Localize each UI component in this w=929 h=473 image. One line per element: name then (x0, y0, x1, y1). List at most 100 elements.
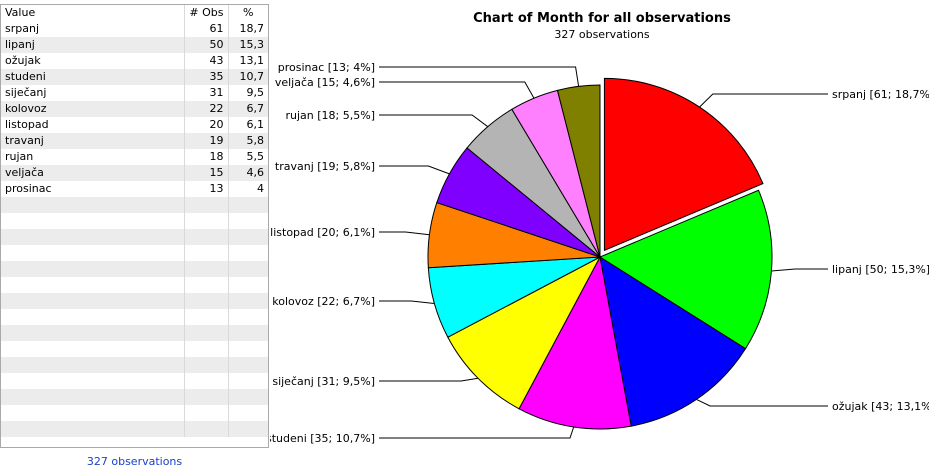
cell-empty (1, 389, 185, 405)
cell-empty (228, 229, 268, 245)
leader-line-studeni (379, 426, 575, 439)
cell-pct: 18,7 (239, 22, 265, 35)
pie-slices (427, 77, 773, 430)
pie-slice-studeni[interactable] (518, 255, 632, 430)
cell-empty (184, 325, 229, 341)
table-row[interactable]: ožujak 43 13,1 (1, 53, 268, 69)
cell-empty (228, 389, 268, 405)
cell-empty (1, 309, 185, 325)
cell-empty (184, 293, 229, 309)
table-row[interactable]: travanj 19 5,8 (1, 133, 268, 149)
cell-empty (184, 245, 229, 261)
table-row-empty (1, 293, 268, 309)
slice-label-srpanj: srpanj [61; 18,7%] (832, 88, 929, 101)
pie-slice-srpanj[interactable] (603, 77, 764, 252)
leader-line-lipanj (771, 268, 828, 272)
cell-value: rujan (1, 149, 185, 165)
cell-obs: 22 (184, 101, 229, 117)
frequency-table-panel[interactable]: Value # Obs % srpanj 61 18,7 lipanj 50 15,3 ož… (0, 4, 269, 448)
table-row-empty (1, 261, 268, 277)
table-row[interactable]: siječanj 31 9,5 (1, 85, 268, 101)
cell-empty (228, 325, 268, 341)
cell-value: listopad (1, 117, 185, 133)
slice-label-prosinac: prosinac [13; 4%] (278, 61, 375, 74)
cell-pct: 4 (257, 182, 264, 195)
cell-pct: 5,5 (246, 150, 265, 163)
table-row[interactable]: lipanj 50 15,3 (1, 37, 268, 53)
leader-line-ožujak (696, 398, 828, 407)
header-value[interactable]: Value (1, 5, 185, 21)
table-row-empty (1, 325, 268, 341)
cell-obs: 19 (184, 133, 229, 149)
table-row-empty (1, 341, 268, 357)
cell-pct: 5,8 (246, 134, 265, 147)
table-row-empty (1, 229, 268, 245)
leader-line-rujan (379, 114, 489, 128)
cell-empty (1, 357, 185, 373)
cell-pct: 13,1 (239, 54, 265, 67)
chart-title: Chart of Month for all observations (473, 11, 731, 26)
table-row[interactable]: kolovoz 22 6,7 (1, 101, 268, 117)
table-row[interactable]: studeni 35 10,7 (1, 69, 268, 85)
table-row[interactable]: srpanj 61 18,7 (1, 21, 268, 37)
leader-line-prosinac (379, 66, 580, 87)
table-row[interactable]: veljača 15 4,6 (1, 165, 268, 181)
cell-empty (228, 341, 268, 357)
cell-empty (1, 293, 185, 309)
cell-empty (228, 277, 268, 293)
cell-empty (1, 421, 185, 437)
cell-obs: 50 (184, 37, 229, 53)
table-row-empty (1, 277, 268, 293)
cell-empty (184, 261, 229, 277)
cell-value: siječanj (1, 85, 185, 101)
leader-line-kolovoz (379, 300, 435, 304)
cell-obs: 61 (184, 21, 229, 37)
table-header-row: Value # Obs % (1, 5, 268, 21)
slice-label-ožujak: ožujak [43; 13,1%] (832, 400, 929, 413)
cell-value: studeni (1, 69, 185, 85)
table-row-empty (1, 373, 268, 389)
leader-line-listopad (379, 231, 430, 236)
cell-empty (228, 373, 268, 389)
cell-value: kolovoz (1, 101, 185, 117)
cell-empty (1, 197, 185, 213)
cell-empty (228, 245, 268, 261)
cell-empty (1, 277, 185, 293)
cell-empty (184, 405, 229, 421)
cell-pct: 10,7 (239, 70, 265, 83)
pie-chart: Chart of Month for all observations 327 … (270, 11, 929, 445)
cell-obs: 15 (184, 165, 229, 181)
header-obs[interactable]: # Obs (184, 5, 229, 21)
slice-label-lipanj: lipanj [50; 15,3%] (832, 263, 929, 276)
slice-label-kolovoz: kolovoz [22; 6,7%] (272, 295, 375, 308)
table-row[interactable]: prosinac 13 4 (1, 181, 268, 197)
cell-value: lipanj (1, 37, 185, 53)
cell-empty (228, 405, 268, 421)
table-row-empty (1, 245, 268, 261)
cell-value: ožujak (1, 53, 185, 69)
pie-labels: srpanj [61; 18,7%] lipanj [50; 15,3%] ožuj… (270, 61, 929, 445)
cell-empty (228, 293, 268, 309)
cell-empty (184, 197, 229, 213)
cell-empty (184, 309, 229, 325)
slice-label-listopad: listopad [20; 6,1%] (270, 226, 375, 239)
table-row-empty (1, 197, 268, 213)
header-pct[interactable]: % (243, 6, 254, 19)
cell-pct: 6,7 (246, 102, 265, 115)
table-row[interactable]: listopad 20 6,1 (1, 117, 268, 133)
table-row-empty (1, 421, 268, 437)
chart-subtitle: 327 observations (554, 28, 650, 41)
frequency-table: Value # Obs % srpanj 61 18,7 lipanj 50 15,3 ož… (1, 5, 268, 437)
table-row-empty (1, 309, 268, 325)
pie-slice-ožujak[interactable] (599, 255, 747, 427)
cell-empty (184, 277, 229, 293)
cell-empty (1, 229, 185, 245)
cell-pct: 4,6 (246, 166, 265, 179)
pie-slice-prosinac[interactable] (556, 84, 601, 258)
cell-empty (1, 245, 185, 261)
table-row[interactable]: rujan 18 5,5 (1, 149, 268, 165)
cell-obs: 20 (184, 117, 229, 133)
cell-empty (184, 357, 229, 373)
cell-empty (1, 373, 185, 389)
leader-line-siječanj (379, 377, 479, 382)
